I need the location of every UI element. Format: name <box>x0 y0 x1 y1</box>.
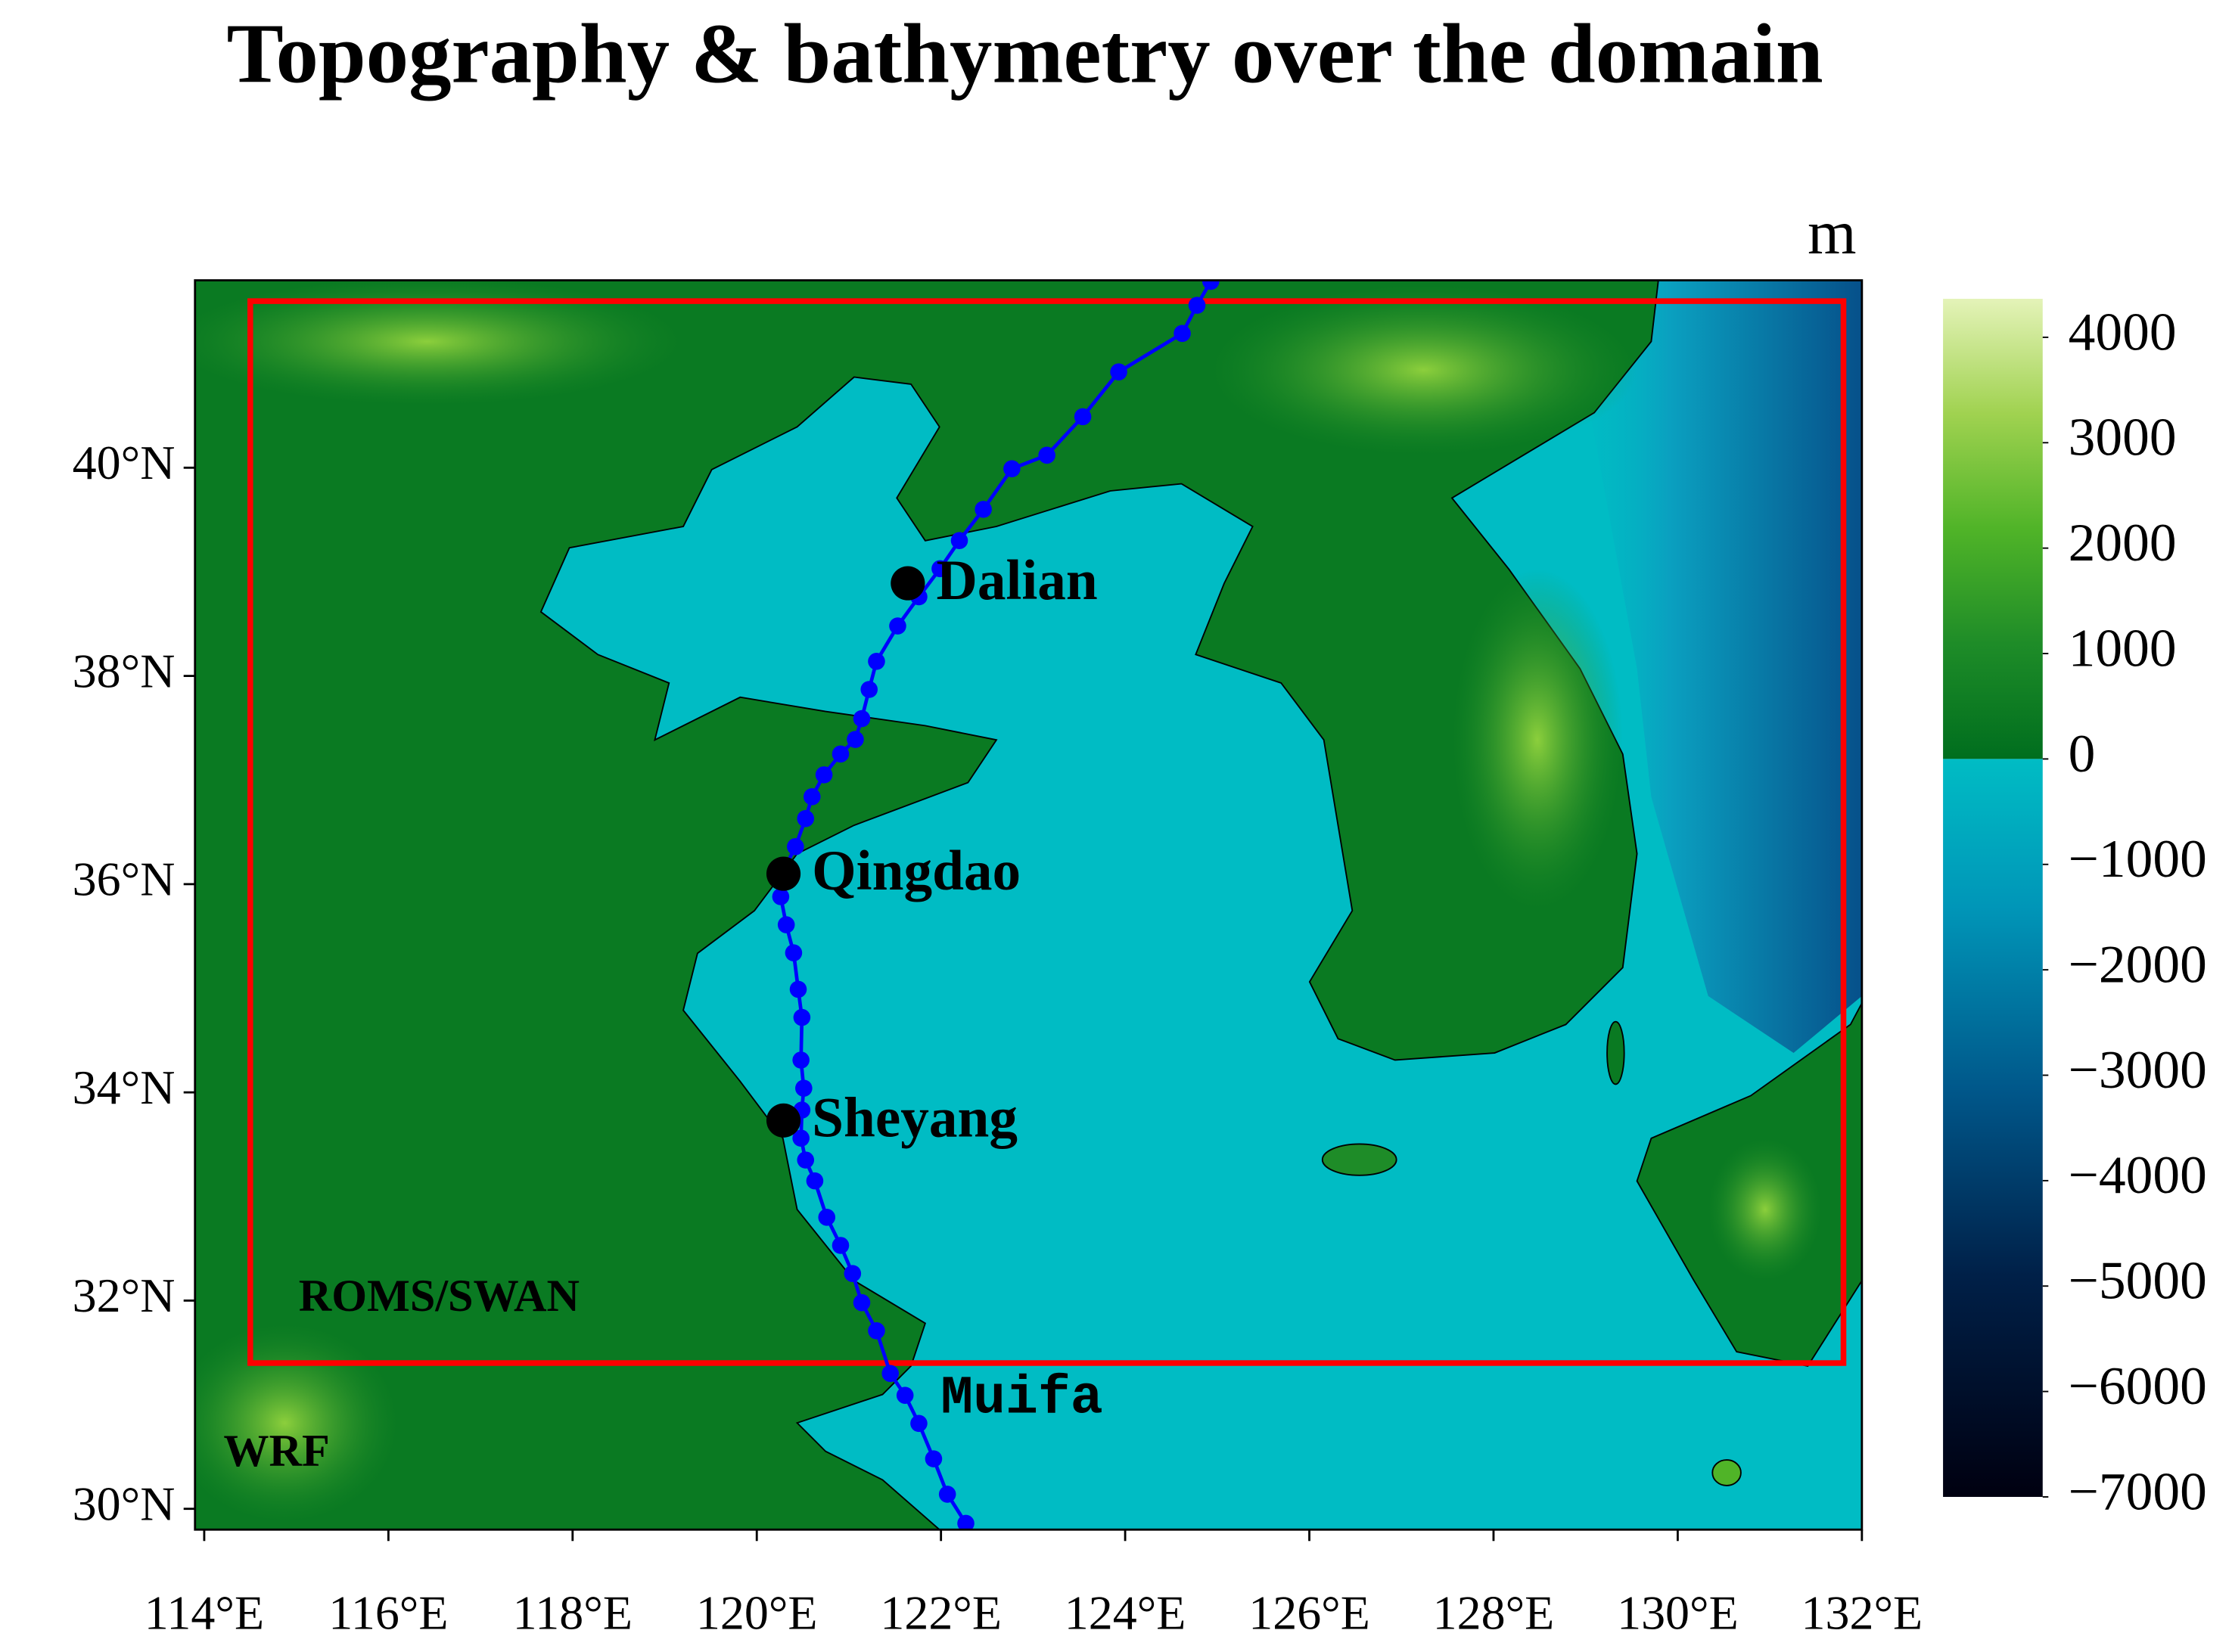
colorbar-tick-label: −3000 <box>2069 1040 2207 1100</box>
track-point <box>818 1209 836 1226</box>
city-marker <box>891 566 925 601</box>
track-point <box>793 1008 811 1026</box>
colorbar-tick-label: 3000 <box>2069 408 2177 467</box>
colorbar-tick-label: −6000 <box>2069 1356 2207 1416</box>
x-tick-label: 124°E <box>1065 1586 1186 1640</box>
track-point <box>785 944 803 962</box>
x-tick-label: 122°E <box>880 1586 1002 1640</box>
x-tick-label: 128°E <box>1433 1586 1555 1640</box>
domain-box <box>247 298 1847 1366</box>
x-tick-label: 116°E <box>328 1586 448 1640</box>
colorbar-tick-label: 4000 <box>2069 302 2177 362</box>
colorbar-tick-label: −5000 <box>2069 1251 2207 1311</box>
track-point <box>910 1414 928 1433</box>
city-label: Dalian <box>936 549 1097 612</box>
domain-label: WRF <box>223 1426 329 1477</box>
y-tick-label: 32°N <box>73 1268 176 1322</box>
x-tick-label: 118°E <box>513 1586 633 1640</box>
colorbar-tick-label: −7000 <box>2069 1461 2207 1521</box>
colorbar-tick-label: −4000 <box>2069 1145 2207 1205</box>
track-point <box>868 653 885 670</box>
city-marker <box>766 1103 801 1138</box>
track-point <box>1003 460 1021 477</box>
track-point <box>832 745 850 763</box>
track-point <box>787 838 804 856</box>
track-point <box>853 1293 871 1312</box>
x-tick-label: 132°E <box>1801 1586 1923 1640</box>
track-point <box>797 809 815 828</box>
island <box>1606 1020 1625 1085</box>
highland <box>194 280 683 406</box>
colorbar-unit: m <box>1808 197 1856 267</box>
x-tick-label: 120°E <box>696 1586 818 1640</box>
domain-label: ROMS/SWAN <box>299 1271 580 1321</box>
highland <box>1452 569 1623 911</box>
track-point <box>1202 280 1220 290</box>
y-tick-label: 30°N <box>73 1477 176 1530</box>
track-point <box>860 681 878 698</box>
track-point <box>957 1514 975 1530</box>
colorbar-land <box>1943 299 2043 759</box>
island <box>1711 1459 1742 1486</box>
colorbar-sea <box>1943 759 2043 1497</box>
track-point <box>1038 446 1055 464</box>
y-tick-label: 36°N <box>73 852 176 906</box>
basemap: ROMS/SWAN WRF Muifa Dalian Qingdao Sheyang <box>194 280 1862 1530</box>
title: Topography & bathymetry over the domain <box>227 7 1823 101</box>
track-point <box>1174 324 1191 343</box>
highland <box>194 1323 399 1523</box>
track-point <box>931 560 949 578</box>
map-frame <box>194 279 1864 1531</box>
y-tick-label: 38°N <box>73 644 176 697</box>
colorbar-tick-label: −1000 <box>2069 829 2207 889</box>
track-point <box>789 980 807 998</box>
track-point <box>868 1322 885 1340</box>
city-label: Qingdao <box>812 840 1021 902</box>
x-tick-label: 130°E <box>1617 1586 1739 1640</box>
track-point <box>889 617 906 635</box>
highland <box>1210 284 1637 455</box>
x-tick-label: 126°E <box>1248 1586 1370 1640</box>
track-label: Muifa <box>940 1368 1102 1429</box>
track-point <box>896 1386 914 1404</box>
y-tick-label: 40°N <box>73 436 176 489</box>
track-point <box>1188 297 1206 314</box>
track-point <box>853 710 871 728</box>
track-point <box>792 1051 810 1069</box>
mainland <box>194 280 1659 1530</box>
highland <box>1708 1138 1823 1281</box>
track-point <box>797 1151 815 1169</box>
colorbar-tick-label: 1000 <box>2069 618 2177 678</box>
colorbar-tick-label: −2000 <box>2069 935 2207 995</box>
track-point <box>1074 408 1092 426</box>
city-marker <box>766 856 801 891</box>
track-point <box>844 1265 862 1282</box>
track-point <box>975 501 992 518</box>
track-point <box>950 532 968 549</box>
track-point <box>806 1172 824 1190</box>
track-point <box>792 1129 810 1147</box>
track-point <box>815 766 833 784</box>
city-label: Sheyang <box>812 1086 1018 1149</box>
track-point <box>938 1486 956 1503</box>
colorbar-tick-label: 2000 <box>2069 513 2177 573</box>
y-tick-label: 34°N <box>73 1060 176 1114</box>
colorbar-tick-label: 0 <box>2069 724 2096 784</box>
track-point <box>847 731 864 748</box>
track-point <box>777 916 795 933</box>
track-point <box>772 888 790 905</box>
track-point <box>925 1450 943 1467</box>
x-tick-label: 114°E <box>145 1586 264 1640</box>
deep-sea <box>1565 280 1862 1054</box>
track-point <box>803 787 821 806</box>
jeju-island <box>1321 1143 1397 1176</box>
track-point <box>1110 363 1127 380</box>
track-point <box>832 1237 850 1254</box>
track-point <box>881 1365 900 1383</box>
track-point <box>795 1079 813 1097</box>
